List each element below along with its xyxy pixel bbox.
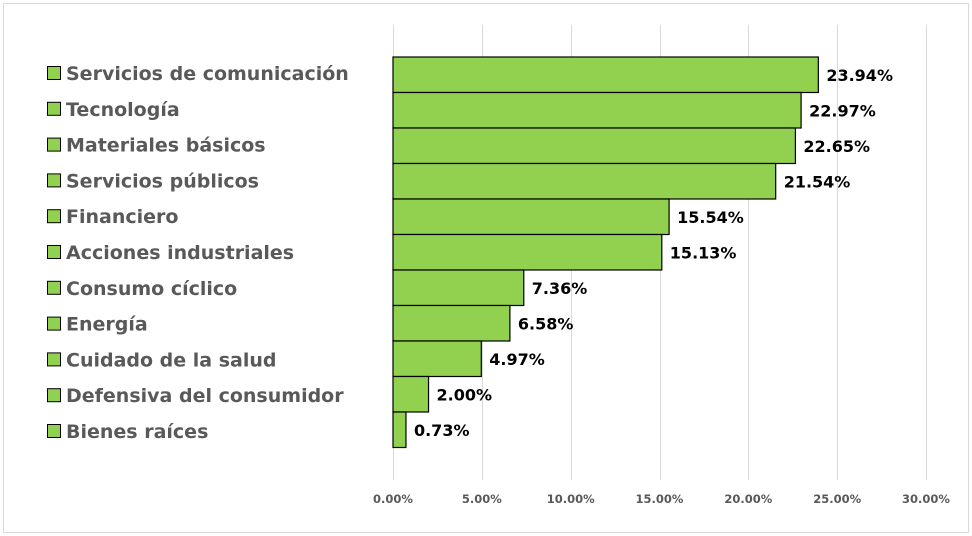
bar — [392, 56, 819, 94]
x-tick-label: 10.00% — [547, 492, 595, 506]
legend-swatch — [47, 137, 61, 152]
bar — [392, 162, 777, 200]
legend-label: Financiero — [66, 206, 178, 228]
data-label: 15.13% — [670, 243, 737, 262]
legend-swatch — [47, 280, 61, 295]
data-labels: 23.94% 22.97% 22.65% 21.54% 15.54% 15.13% 7.36… — [414, 66, 893, 440]
data-label: 22.65% — [803, 137, 870, 156]
bar — [392, 340, 482, 378]
data-label: 22.97% — [809, 101, 876, 120]
legend-label: Consumo cíclico — [66, 278, 237, 300]
data-label: 4.97% — [489, 350, 545, 369]
legend-label: Bienes raíces — [66, 421, 208, 443]
legend-label: Servicios de comunicación — [66, 63, 349, 85]
legend-label: Defensiva del consumidor — [66, 385, 344, 407]
data-label: 0.73% — [414, 421, 470, 440]
bar — [392, 233, 663, 271]
data-label: 21.54% — [784, 172, 851, 191]
data-label: 6.58% — [518, 314, 574, 333]
data-label: 7.36% — [532, 279, 588, 298]
data-label: 23.94% — [826, 66, 893, 85]
bar — [392, 198, 670, 236]
legend-label: Energía — [66, 314, 148, 336]
legend-swatch — [47, 245, 61, 259]
legend-swatch — [47, 388, 61, 403]
bar — [392, 411, 407, 449]
legend-label: Servicios públicos — [66, 170, 259, 192]
legend-label: Acciones industriales — [66, 242, 294, 264]
data-label: 15.54% — [677, 208, 744, 227]
x-tick-label: 30.00% — [902, 492, 950, 506]
legend-swatch — [47, 352, 61, 367]
x-tick-label: 20.00% — [724, 492, 772, 506]
x-tick-label: 15.00% — [636, 492, 684, 506]
legend-swatch — [47, 316, 61, 331]
legend-swatch — [47, 424, 61, 438]
legend-swatch — [47, 101, 61, 116]
bar — [392, 375, 430, 413]
x-tick-label: 5.00% — [462, 492, 502, 506]
bar — [392, 127, 797, 165]
legend: Servicios de comunicación Tecnología Mater… — [47, 63, 349, 443]
bars — [392, 56, 819, 449]
legend-swatch — [47, 66, 61, 80]
legend-swatch — [47, 209, 61, 224]
x-axis-ticks: 0.00% 5.00% 10.00% 15.00% 20.00% 25.00% 30.00% — [373, 492, 950, 506]
legend-label: Cuidado de la salud — [66, 349, 277, 371]
x-tick-label: 0.00% — [373, 492, 413, 506]
data-label: 2.00% — [437, 385, 493, 404]
bar — [392, 304, 511, 342]
legend-label: Materiales básicos — [66, 135, 266, 157]
legend-swatch — [47, 173, 61, 188]
legend-label: Tecnología — [66, 99, 180, 121]
x-tick-label: 25.00% — [813, 492, 861, 506]
bar — [392, 269, 525, 307]
bar — [392, 91, 802, 129]
